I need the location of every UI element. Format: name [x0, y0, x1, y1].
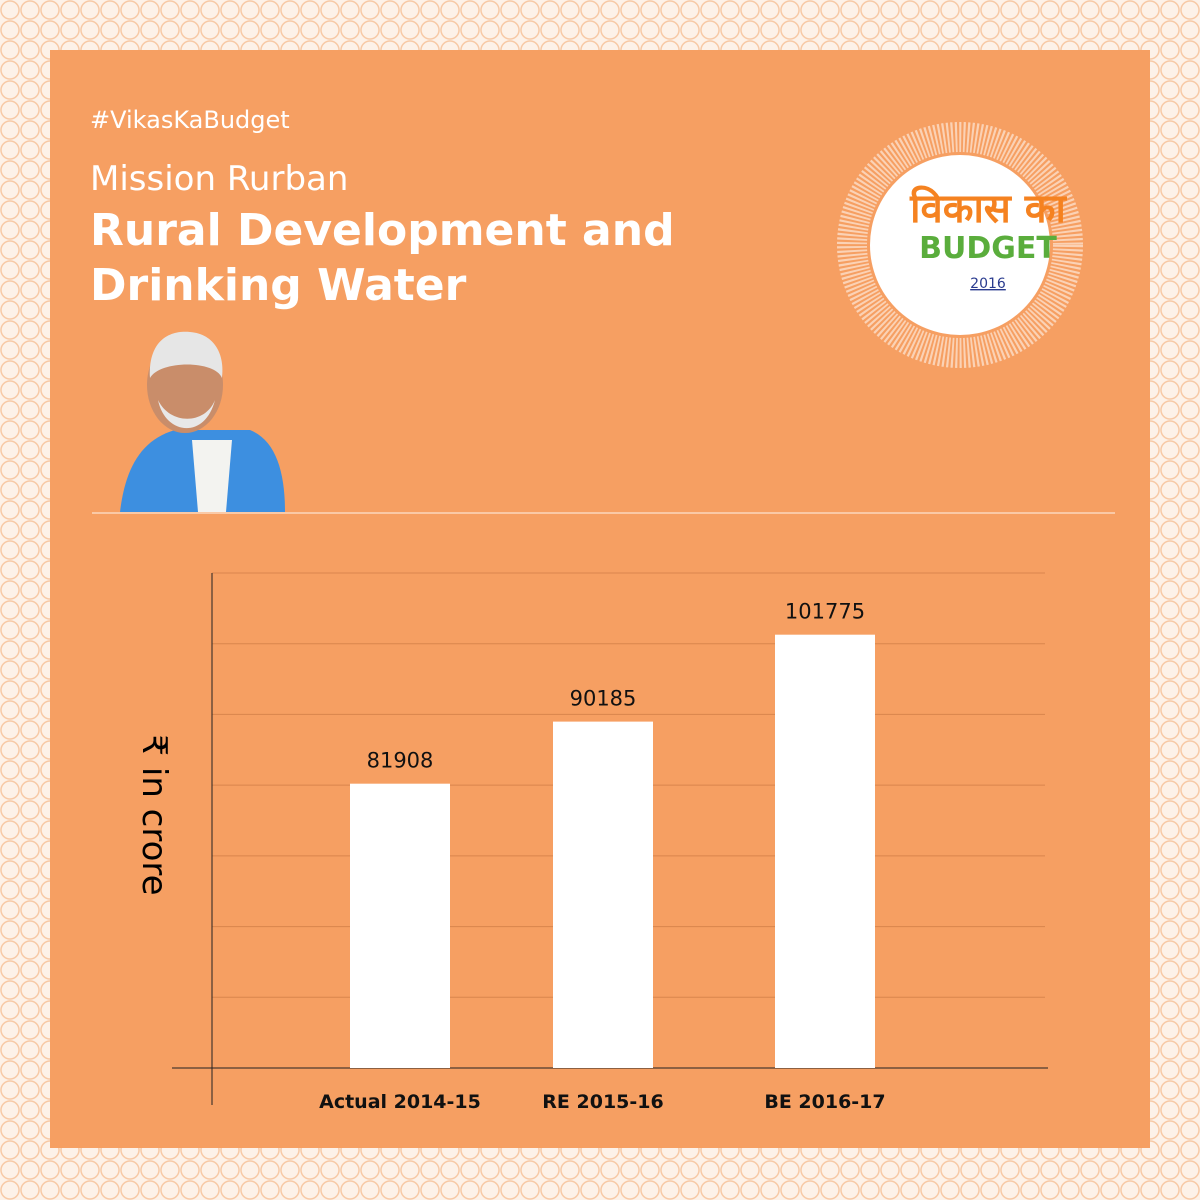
- value-label: 101775: [785, 600, 865, 624]
- value-label: 90185: [570, 687, 637, 711]
- logo-year: 2016: [970, 276, 1006, 292]
- x-tick-label: BE 2016-17: [764, 1091, 885, 1113]
- bar: [553, 721, 653, 1068]
- title-line: Rural Development and: [90, 205, 675, 256]
- x-tick-label: Actual 2014-15: [319, 1091, 481, 1113]
- title-line: Drinking Water: [90, 260, 467, 311]
- subtitle: Mission Rurban: [90, 159, 348, 199]
- hashtag: #VikasKaBudget: [90, 106, 290, 134]
- portrait: [120, 331, 285, 512]
- bar: [775, 634, 875, 1068]
- logo: विकास का BUDGET 2016: [837, 122, 1083, 368]
- y-axis-label: ₹ in crore: [134, 734, 174, 895]
- value-label: 81908: [367, 749, 434, 773]
- logo-word: BUDGET: [919, 231, 1057, 266]
- bar: [350, 783, 450, 1068]
- logo-hindi: विकास का: [909, 185, 1067, 232]
- x-tick-label: RE 2015-16: [542, 1091, 663, 1113]
